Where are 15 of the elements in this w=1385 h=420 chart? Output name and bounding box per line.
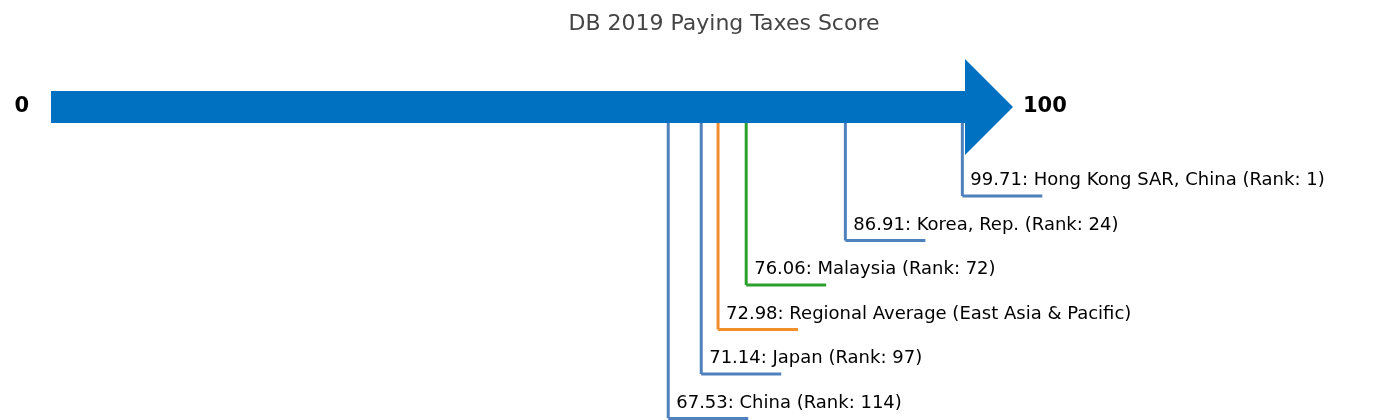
category-label: : China (Rank: 114) — [727, 390, 902, 412]
category-label: : Hong Kong SAR, China (Rank: 1) — [1021, 168, 1325, 189]
data-label: 86.91 — [853, 212, 905, 234]
category-label: : Regional Average (East Asia & Pacific) — [777, 301, 1132, 323]
data-label: 99.71 — [970, 168, 1022, 189]
text: 0 — [14, 93, 29, 118]
text: 100 — [1023, 93, 1067, 118]
data-label: 76.06 — [754, 257, 806, 278]
category-label: : Malaysia (Rank: 72) — [805, 257, 996, 278]
data-label: 72.98 — [726, 301, 778, 323]
data-label: 67.53 — [676, 390, 728, 412]
category-label: : Japan (Rank: 97) — [760, 346, 923, 367]
category-label: : Korea, Rep. (Rank: 24) — [904, 212, 1119, 234]
data-label: 71.14 — [709, 346, 761, 367]
text: DB 2019 Paying Taxes Score — [568, 10, 880, 35]
